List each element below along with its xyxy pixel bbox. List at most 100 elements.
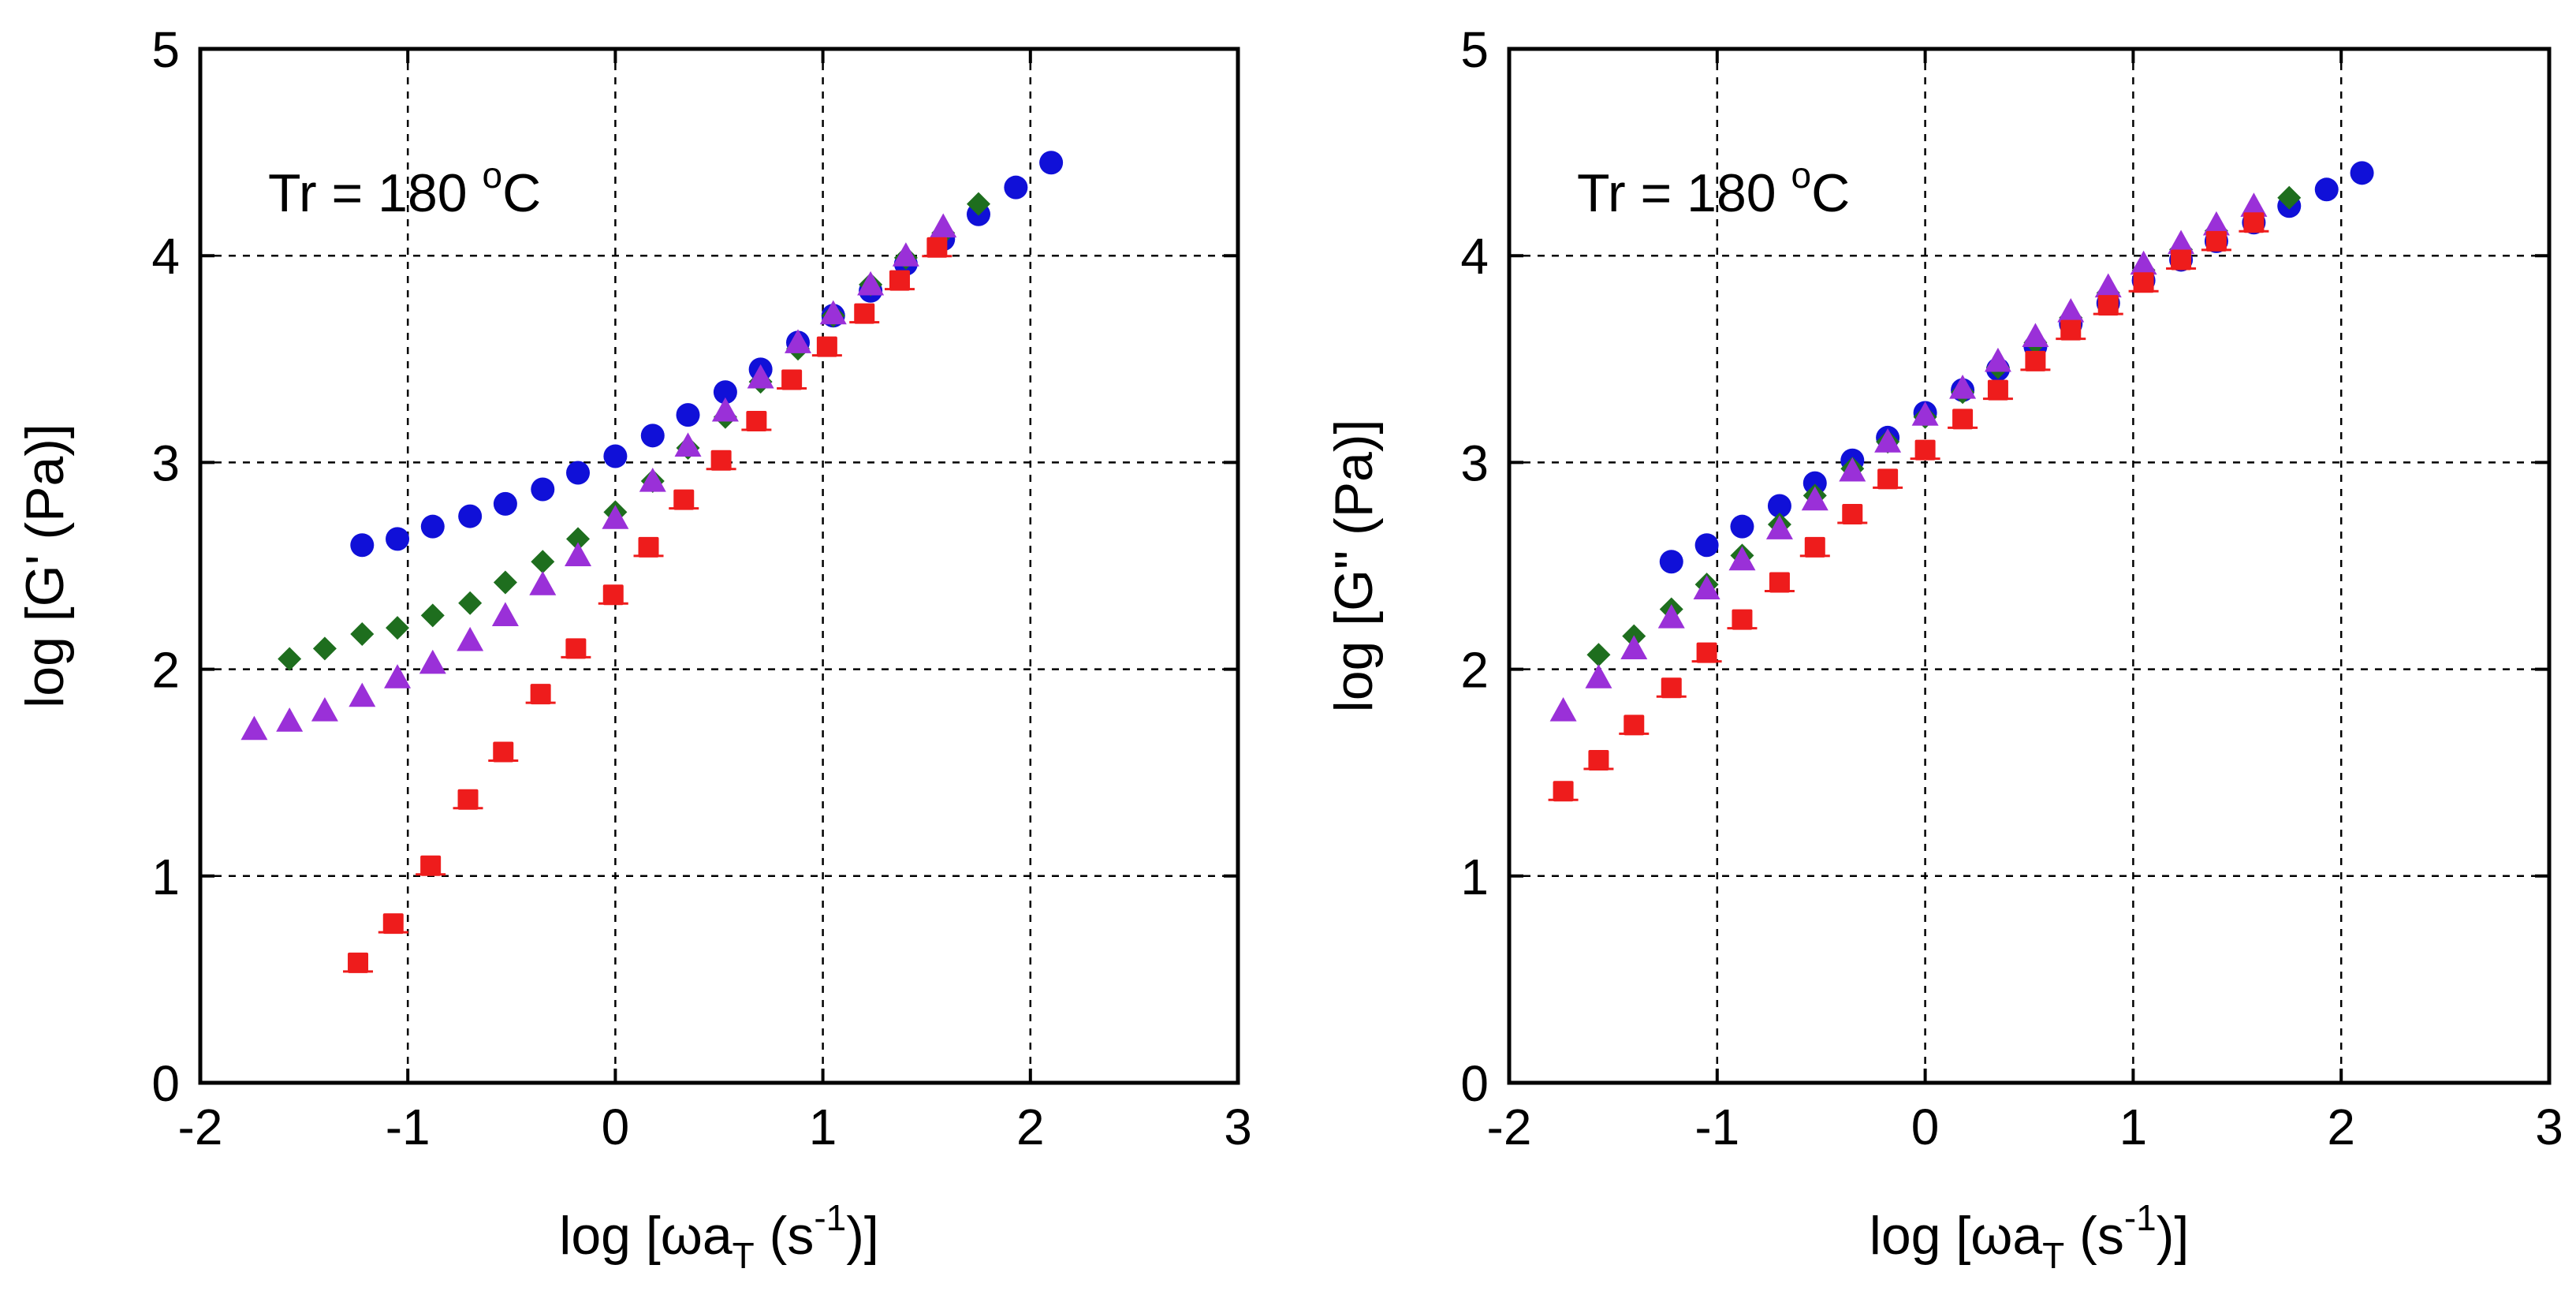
x-tick-label: -2	[178, 1099, 223, 1155]
diamond-point	[2277, 185, 2302, 210]
temperature-annotation: Tr = 180 oC	[268, 155, 541, 223]
square-point	[1661, 677, 1682, 699]
triangle-point	[2202, 211, 2230, 236]
square-point	[530, 684, 551, 705]
square-point	[602, 584, 624, 606]
square-point	[420, 855, 442, 876]
triangle-point	[2240, 192, 2268, 217]
square-point	[889, 270, 910, 291]
square-point	[457, 789, 479, 810]
circle-point	[713, 380, 737, 405]
square-point	[2025, 350, 2046, 371]
circle-point	[458, 504, 483, 528]
series-triangle	[240, 213, 957, 741]
triangle-point	[1839, 457, 1866, 482]
circle-point	[350, 533, 375, 558]
diamond-point	[493, 570, 517, 595]
square-point	[1987, 379, 2008, 401]
triangle-point	[1549, 697, 1577, 722]
annotation-unit: C	[1811, 163, 1850, 223]
diamond-point	[531, 550, 555, 574]
circle-point	[1004, 175, 1028, 200]
annotation-degree: o	[1791, 155, 1812, 196]
square-point	[1588, 749, 1609, 770]
series-triangle	[1549, 192, 2268, 722]
triangle-point	[930, 213, 957, 238]
data-points	[1548, 161, 2374, 802]
tick-labels: -2 -1 0 1 2 3 0 1 2 3 4 5	[1460, 21, 2563, 1155]
circle-point	[386, 527, 410, 551]
y-tick-label: 4	[151, 228, 180, 285]
triangle-point	[457, 626, 484, 651]
triangle-point	[2057, 297, 2085, 323]
series-square	[343, 237, 952, 973]
circle-point	[676, 403, 700, 427]
y-tick-label: 4	[1460, 228, 1489, 285]
x-tick-label: -1	[1694, 1099, 1739, 1155]
y-tick-label: 1	[1460, 849, 1489, 905]
circle-point	[2314, 177, 2339, 202]
circle-point	[603, 444, 628, 468]
triangle-point	[1911, 401, 1939, 426]
y-axis-label: log [G" (Pa)]	[1324, 420, 1384, 713]
circle-point	[1730, 514, 1754, 539]
diamond-point	[1586, 643, 1611, 667]
triangle-point	[529, 571, 557, 595]
y-tick-label: 2	[1460, 642, 1489, 699]
plot-frame	[1507, 47, 2552, 1085]
diamond-point	[278, 647, 302, 671]
x-axis-label-subscript: T	[2042, 1235, 2064, 1276]
square-point	[493, 741, 514, 763]
square-point	[673, 489, 695, 510]
square-point	[1804, 536, 1825, 558]
triangle-point	[2022, 323, 2049, 348]
series-square	[1548, 212, 2269, 802]
triangle-point	[565, 542, 592, 566]
diamond-point	[312, 636, 337, 661]
triangle-point	[1728, 546, 1756, 571]
x-axis-label-subscript: T	[733, 1235, 755, 1276]
temperature-annotation: Tr = 180 oC	[1577, 155, 1850, 223]
plot-frame	[198, 47, 1240, 1085]
y-tick-label: 1	[151, 849, 180, 905]
x-tick-label: -1	[386, 1099, 431, 1155]
triangle-point	[819, 300, 847, 325]
x-axis-label-close: )]	[2157, 1206, 2190, 1266]
square-point	[638, 536, 659, 558]
y-axis-label: log [G' (Pa)]	[15, 423, 75, 708]
gridlines	[1509, 49, 2549, 1083]
square-point	[565, 638, 587, 659]
circle-point	[1694, 533, 1719, 558]
triangle-point	[785, 329, 812, 353]
gridlines	[200, 49, 1238, 1083]
x-axis-label-superscript: -1	[814, 1197, 846, 1238]
diamond-point	[350, 622, 375, 647]
square-point	[854, 303, 875, 324]
annotation-text: Tr = 180	[1577, 163, 1791, 223]
annotation-text: Tr = 180	[268, 163, 483, 223]
square-point	[1732, 609, 1753, 630]
x-tick-label: -2	[1487, 1099, 1532, 1155]
square-point	[746, 410, 767, 431]
triangle-point	[1949, 375, 1977, 399]
triangle-point	[1620, 635, 1648, 659]
triangle-point	[240, 715, 268, 741]
x-tick-label: 1	[809, 1099, 837, 1155]
y-tick-label: 0	[151, 1055, 180, 1112]
square-point	[1877, 468, 1899, 490]
x-axis-label: log [ωaT (s-1)]	[1870, 1197, 2190, 1276]
diamond-point	[967, 192, 990, 216]
x-tick-label: 0	[1911, 1099, 1940, 1155]
circle-point	[1039, 151, 1064, 175]
triangle-point	[2130, 250, 2157, 275]
x-axis-label: log [ωaT (s-1)]	[559, 1197, 879, 1276]
triangle-point	[349, 682, 376, 707]
square-point	[816, 336, 837, 357]
diamond-point	[420, 603, 445, 628]
triangle-point	[747, 364, 774, 389]
x-tick-label: 1	[2119, 1099, 2148, 1155]
